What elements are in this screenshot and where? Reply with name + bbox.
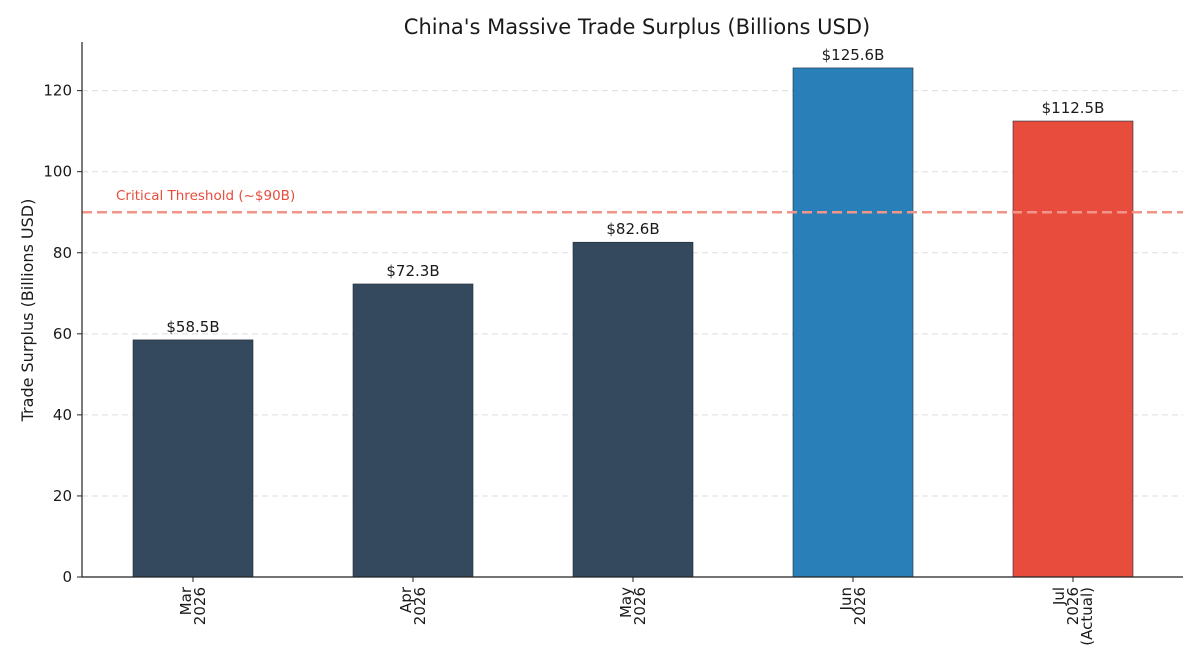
y-axis-ticks: 0 20 40 60 80 100 120: [43, 82, 82, 586]
y-tick-label: 100: [43, 163, 72, 181]
x-tick-label: May: [617, 587, 635, 618]
x-tick-label: 2026: [851, 587, 869, 625]
y-tick-label: 20: [53, 487, 72, 505]
x-tick-label: 2026: [631, 587, 649, 625]
y-tick-label: 80: [53, 244, 72, 262]
bar: [132, 339, 254, 578]
y-tick-label: 120: [43, 82, 72, 100]
bar: [352, 283, 474, 578]
bar: [572, 241, 694, 578]
y-tick-label: 40: [53, 406, 72, 424]
bar-data-label: $112.5B: [1042, 99, 1105, 117]
x-tick-label: (Actual): [1078, 587, 1096, 646]
bar-data-label: $72.3B: [386, 262, 439, 280]
bar-data-label: $125.6B: [822, 46, 885, 64]
threshold-group: Critical Threshold (~$90B): [116, 188, 295, 204]
y-axis-label: Trade Surplus (Billions USD): [18, 199, 37, 423]
x-tick-label: Apr: [397, 586, 415, 613]
x-tick-label: 2026: [1064, 587, 1082, 625]
bar: [1012, 120, 1134, 578]
bars: [82, 67, 1183, 578]
threshold-label: Critical Threshold (~$90B): [116, 188, 295, 204]
x-tick-label: 2026: [191, 587, 209, 625]
x-tick-label: Mar: [177, 586, 195, 615]
x-tick-label: Jul: [1050, 587, 1068, 606]
bar-data-label: $58.5B: [166, 318, 219, 336]
bar-data-labels: $58.5B $72.3B $82.6B $125.6B $112.5B: [166, 46, 1104, 336]
chart-title: China's Massive Trade Surplus (Billions …: [404, 15, 870, 39]
x-tick-label: Jun: [837, 587, 855, 611]
bar-data-label: $82.6B: [606, 220, 659, 238]
bar: [792, 67, 914, 578]
x-tick-label: 2026: [411, 587, 429, 625]
y-tick-label: 60: [53, 325, 72, 343]
y-tick-label: 0: [62, 568, 72, 586]
